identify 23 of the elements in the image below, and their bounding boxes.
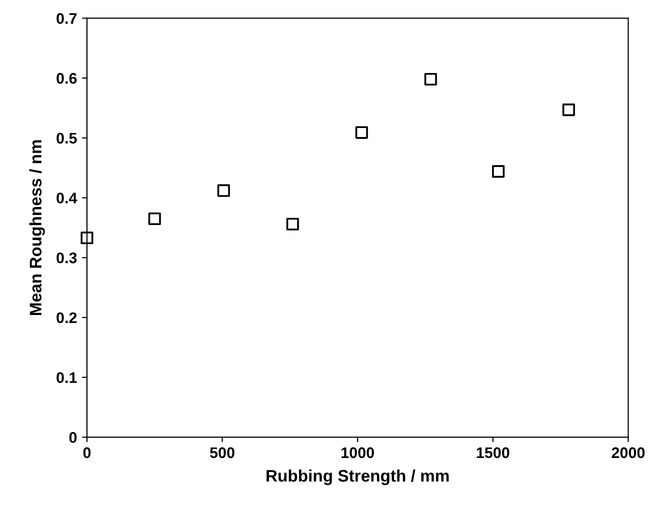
point: [424, 72, 437, 86]
point: [492, 165, 505, 178]
y-tick-label: 0.7: [56, 13, 77, 24]
y-tick-label: 0.5: [56, 132, 77, 144]
point: [286, 218, 299, 230]
point: [80, 232, 94, 244]
x-axis-title: Rubbing Strength / mm: [266, 469, 449, 486]
x-tick-label: 1000: [342, 447, 374, 458]
y-axis-title: Mean Roughness / nm: [29, 140, 45, 316]
point: [355, 126, 368, 139]
point: [148, 212, 161, 226]
y-tick-label: 0.3: [56, 252, 77, 264]
y-tick-label: 0.4: [56, 192, 78, 204]
y-tick-label: 0: [69, 432, 77, 443]
x-tick-label: 500: [210, 447, 234, 458]
y-tick-label: 0.6: [56, 72, 77, 84]
point: [562, 104, 575, 116]
x-tick-label: 1500: [476, 447, 510, 458]
point: [217, 184, 230, 197]
x-tick-label: 0: [83, 447, 91, 458]
y-tick-label: 0.1: [56, 372, 77, 384]
x-tick-label: 2000: [612, 447, 645, 458]
y-tick-label: 0.2: [56, 312, 77, 324]
